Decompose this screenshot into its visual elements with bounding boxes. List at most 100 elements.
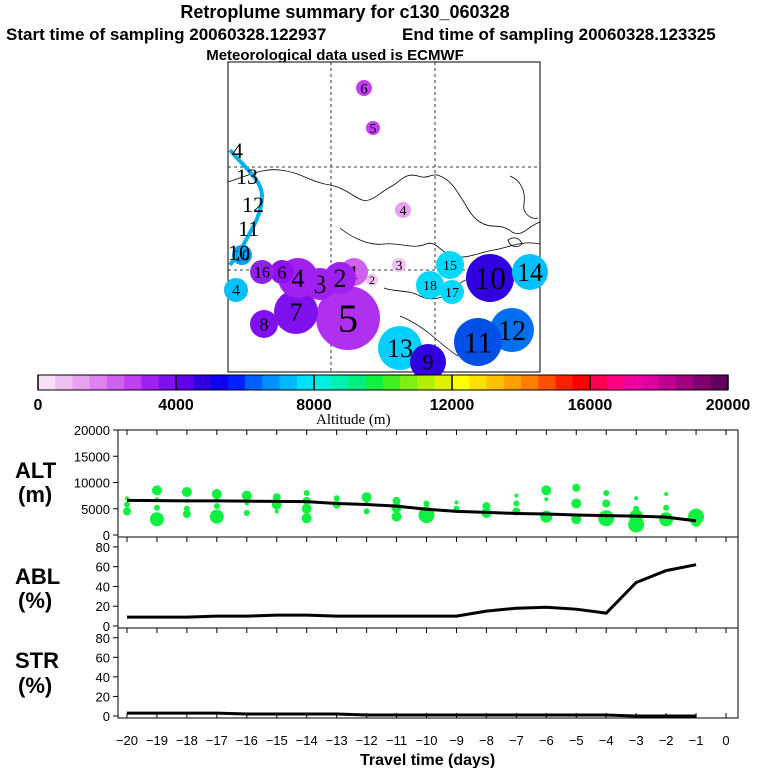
plume-marker: [224, 278, 248, 302]
plume-marker: [316, 286, 380, 350]
chart-title: Retroplume summary for c130_060328: [180, 2, 510, 22]
abl-series-line: [126, 563, 697, 619]
plume-marker-label: 2: [334, 264, 347, 293]
x-tick-label: −5: [569, 733, 584, 748]
alt-scatter-point: [482, 502, 491, 511]
trajectory: 4 13 12 11 10: [228, 138, 265, 267]
colorbar-cell: [417, 375, 436, 390]
colorbar: 0 4000 8000 12000 16000 20000 Altitude (m): [34, 374, 750, 428]
alt-scatter-point: [603, 490, 610, 496]
trajectory-label: 11: [238, 216, 259, 241]
alt-scatter-point: [149, 512, 164, 527]
abl-axis-unit: (%): [18, 588, 52, 613]
y-tick-label: 5000: [81, 502, 110, 517]
colorbar-cell: [538, 375, 556, 390]
y-tick-label: 40: [96, 579, 110, 594]
alt-scatter-point: [153, 504, 160, 511]
colorbar-cell: [227, 375, 246, 390]
x-tick-label: −13: [326, 733, 348, 748]
colorbar-cell: [348, 375, 367, 390]
alt-scatter-point: [513, 500, 520, 507]
plume-marker-label: 8: [260, 314, 269, 334]
time-series-panels: ALT (m) ABL (%) STR (%) 0 5000 10000 15000 2…: [15, 423, 739, 768]
y-tick-label: 15000: [74, 449, 110, 464]
plume-marker: [232, 245, 252, 265]
colorbar-tick-label: 4000: [158, 397, 194, 414]
x-tick-label: −10: [415, 733, 437, 748]
colorbar-cell: [555, 375, 574, 390]
x-tick-label: −11: [386, 733, 407, 748]
alt-scatter-point: [241, 490, 252, 501]
coastline-path: [399, 315, 459, 357]
alt-scatter-point: [209, 509, 224, 524]
start-time-label: Start time of sampling 20060328.122937: [6, 25, 327, 44]
str-series-line: [126, 711, 697, 718]
colorbar-cell: [434, 375, 453, 390]
y-tick-label: 20: [96, 689, 110, 704]
colorbar-cell: [314, 375, 332, 390]
alt-scatter-point: [213, 503, 220, 510]
plume-marker: [366, 274, 378, 286]
y-tick-label: 0: [103, 619, 110, 634]
end-time-label: End time of sampling 20060328.123325: [402, 25, 716, 44]
trajectory-line: [228, 148, 265, 267]
x-axis-ticks: −20 −19 −18 −17 −16 −15 −14 −13 −12 −11 −10 −9 −8 −7−…: [116, 430, 730, 748]
colorbar-tick-label: 12000: [430, 397, 475, 414]
met-data-label: Meteorological data used is ECMWF: [206, 47, 464, 64]
plume-marker-label: 6: [360, 81, 368, 97]
colorbar-cell: [107, 375, 125, 390]
plume-marker-label: 2: [369, 273, 375, 287]
map-markers: 65432110141518171211139578432461610: [224, 80, 548, 380]
plume-marker: [410, 344, 446, 380]
x-tick-label: −9: [449, 733, 464, 748]
colorbar-cell: [72, 375, 91, 390]
colorbar-cell: [55, 375, 73, 390]
coastline: [227, 169, 541, 357]
x-axis-title: Travel time (days): [360, 752, 495, 768]
colorbar-cell: [400, 375, 418, 390]
x-tick-label: −7: [509, 733, 524, 748]
alt-scatter-point: [211, 489, 222, 500]
plume-marker-label: 16: [254, 265, 270, 282]
x-tick-label: −12: [356, 733, 378, 748]
plume-marker: [395, 202, 411, 218]
colorbar-tick-label: 8000: [296, 397, 332, 414]
x-tick-label: −1: [689, 733, 704, 748]
x-tick-label: 0: [722, 733, 729, 748]
alt-scatter-point: [361, 492, 372, 503]
x-tick-label: −2: [659, 733, 674, 748]
plume-marker: [392, 258, 406, 272]
y-tick-label: 60: [96, 650, 110, 665]
coastline-path: [383, 275, 483, 300]
alt-scatter-point: [122, 507, 131, 516]
y-tick-label: 0: [103, 528, 110, 543]
x-tick-label: −15: [266, 733, 288, 748]
alt-scatter-point: [571, 498, 582, 509]
plume-marker-label: 14: [517, 258, 543, 287]
alt-scatter-point: [663, 504, 670, 511]
alt-axis-label: ALT: [15, 458, 57, 483]
alt-scatter-point: [423, 500, 430, 507]
alt-scatter-point: [391, 511, 402, 522]
y-tick-label: 40: [96, 670, 110, 685]
colorbar-cell: [193, 375, 211, 390]
alt-scatter-point: [628, 516, 645, 533]
alt-scatter-point: [571, 514, 582, 525]
panels-frame: [117, 429, 739, 719]
alt-scatter-point: [301, 513, 312, 524]
colorbar-cell: [296, 375, 315, 390]
alt-scatter-point: [572, 483, 581, 492]
alt-scatter-point: [272, 493, 281, 502]
x-tick-label: −3: [629, 733, 644, 748]
str-axis-label: STR: [15, 648, 59, 673]
colorbar-ticks: 0 4000 8000 12000 16000 20000: [34, 375, 750, 414]
alt-scatter-point: [454, 500, 459, 505]
trajectory-label: 4: [232, 138, 243, 163]
plume-marker-label: 13: [387, 334, 413, 363]
plume-marker-label: 17: [445, 286, 459, 301]
plume-marker-label: 6: [278, 262, 287, 282]
alt-scatter-point: [243, 509, 250, 516]
colorbar-cell: [38, 375, 56, 390]
plume-marker: [250, 260, 274, 284]
colorbar-cell: [141, 375, 160, 390]
